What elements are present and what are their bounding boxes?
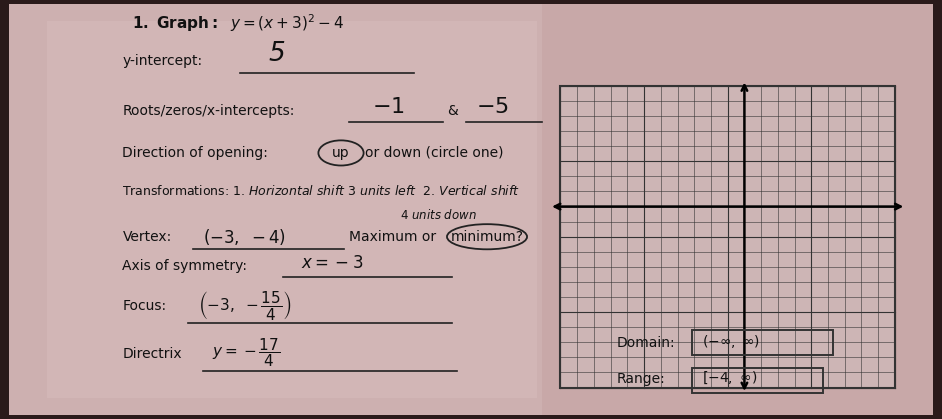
Text: Domain:: Domain: [617,336,675,350]
Text: $\mathbf{1.\ Graph:}$  $y = (x+3)^2 - 4$: $\mathbf{1.\ Graph:}$ $y = (x+3)^2 - 4$ [132,12,344,34]
Text: Range:: Range: [617,372,666,386]
Text: 5: 5 [268,41,285,67]
Text: $(-\infty,\ \infty)$: $(-\infty,\ \infty)$ [702,333,760,350]
Text: &: & [447,104,458,118]
Text: $[-4,\ \infty)$: $[-4,\ \infty)$ [702,370,757,386]
Text: Transformations: 1. $\mathit{Horizontal\ shift\ 3\ units\ left}$  2. $\mathit{Ve: Transformations: 1. $\mathit{Horizontal\… [122,184,521,199]
Text: or down (circle one): or down (circle one) [365,146,504,160]
Text: Vertex:: Vertex: [122,230,171,244]
Text: up: up [333,146,349,160]
Text: Focus:: Focus: [122,299,167,313]
FancyBboxPatch shape [47,21,537,398]
Text: $-5$: $-5$ [476,97,509,117]
Text: $(-3,\ -4)$: $(-3,\ -4)$ [203,227,285,247]
Text: minimum?: minimum? [450,230,524,244]
Text: Directrix: Directrix [122,347,182,361]
FancyBboxPatch shape [9,4,551,415]
Text: $y = -\dfrac{17}{4}$: $y = -\dfrac{17}{4}$ [212,336,280,369]
Text: $-1$: $-1$ [372,97,405,117]
Text: $\left(-3,\ -\dfrac{15}{4}\right)$: $\left(-3,\ -\dfrac{15}{4}\right)$ [198,290,291,322]
FancyBboxPatch shape [542,4,933,415]
Text: $\mathit{4\ units\ down}$: $\mathit{4\ units\ down}$ [400,207,478,222]
Text: y-intercept:: y-intercept: [122,54,203,68]
Bar [560,86,895,388]
Text: Roots/zeros/x-intercepts:: Roots/zeros/x-intercepts: [122,104,295,118]
Text: Maximum or: Maximum or [349,230,435,244]
Text: Direction of opening:: Direction of opening: [122,146,268,160]
Text: Axis of symmetry:: Axis of symmetry: [122,259,248,273]
Text: $x = -3$: $x = -3$ [301,254,364,272]
